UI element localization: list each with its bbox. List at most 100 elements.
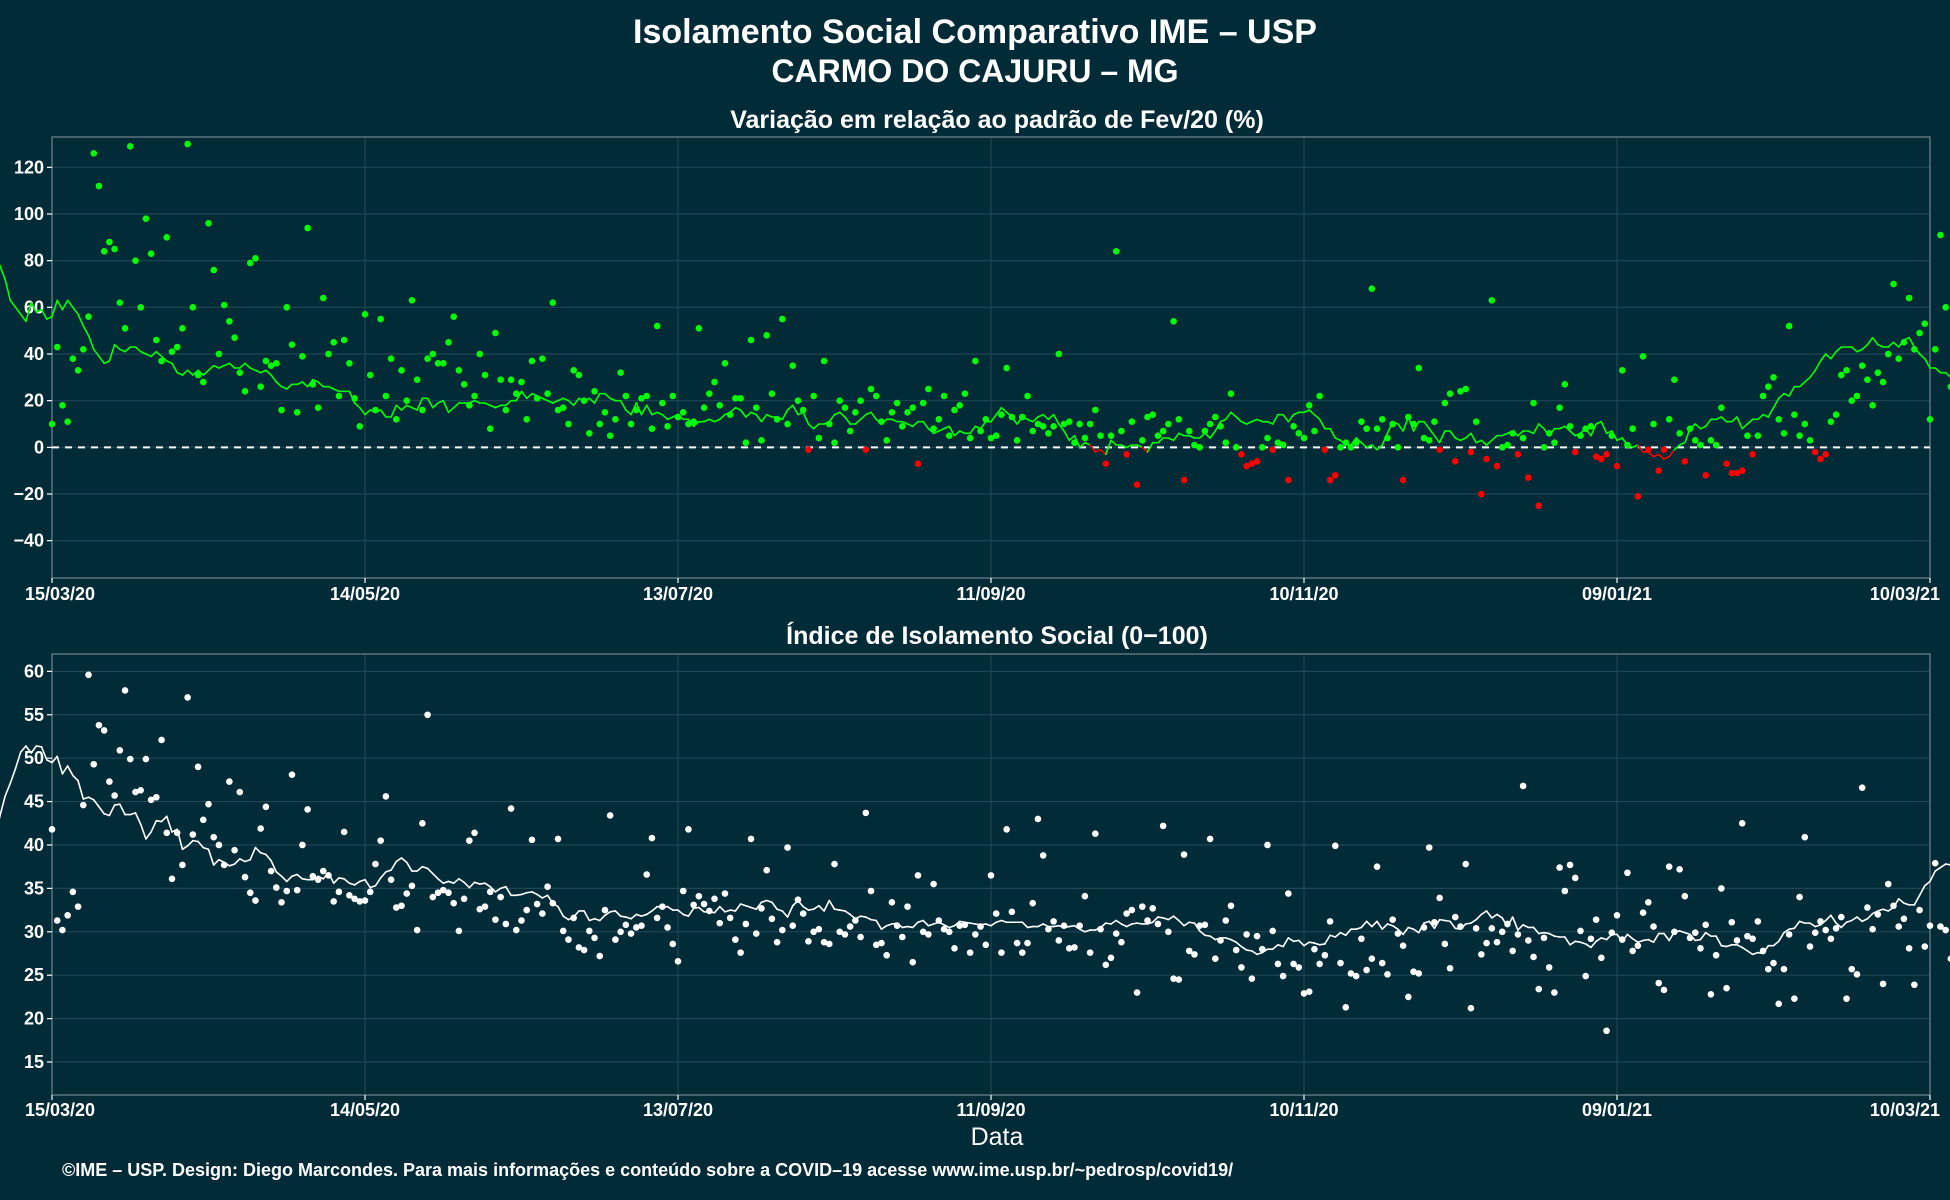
index-moving-average-segment: [760, 899, 768, 904]
variation-moving-average-segment: [285, 383, 293, 390]
variation-moving-average-segment: [1313, 413, 1321, 421]
index-data-point: [424, 711, 431, 719]
index-moving-average-segment: [1464, 922, 1472, 925]
variation-data-point: [1358, 418, 1365, 425]
variation-moving-average-segment: [165, 360, 173, 365]
index-data-point: [59, 926, 66, 934]
index-moving-average-segment: [1245, 949, 1253, 952]
variation-data-point: [278, 406, 285, 414]
variation-moving-average-segment: [864, 411, 872, 416]
index-data-point: [1671, 928, 1678, 936]
variation-data-point: [706, 390, 713, 397]
variation-data-point: [466, 402, 473, 409]
variation-moving-average-segment: [119, 348, 126, 353]
variation-data-point: [413, 376, 421, 383]
index-data-point: [1618, 936, 1626, 943]
variation-moving-average-segment: [452, 402, 460, 409]
variation-data-point: [1598, 455, 1605, 463]
index-moving-average-segment: [416, 865, 424, 872]
index-data-point: [309, 872, 317, 880]
variation-moving-average-segment: [1084, 441, 1091, 446]
index-moving-average-segment: [1115, 919, 1123, 925]
index-moving-average-segment: [14, 751, 22, 770]
variation-moving-average-segment: [1047, 413, 1055, 421]
variation-moving-average-segment: [92, 348, 100, 358]
index-data-point: [1269, 927, 1276, 935]
variation-data-point: [1796, 432, 1803, 439]
variation-data-point: [518, 378, 525, 386]
index-data-point: [716, 919, 724, 927]
variation-data-point: [1764, 383, 1772, 390]
index-data-point: [794, 896, 802, 903]
index-data-point: [945, 928, 953, 936]
index-data-point: [940, 925, 948, 933]
variation-data-point: [471, 392, 478, 400]
index-data-point: [1045, 925, 1052, 933]
variation-data-point: [1024, 392, 1031, 400]
variation-data-point: [1937, 231, 1944, 239]
index-moving-average-segment: [270, 859, 278, 873]
index-moving-average-segment: [1522, 924, 1530, 929]
index-data-point: [987, 872, 995, 879]
index-data-point: [1378, 959, 1386, 967]
index-data-point: [1895, 923, 1902, 930]
variation-data-point: [1811, 448, 1819, 456]
index-data-point: [1571, 874, 1579, 882]
variation-data-point: [1613, 462, 1621, 470]
index-data-point: [106, 778, 113, 785]
variation-data-point: [1498, 444, 1506, 451]
index-moving-average-segment: [1287, 937, 1295, 943]
index-moving-average-segment: [1579, 941, 1587, 945]
variation-data-point: [1185, 427, 1193, 435]
variation-data-point: [1373, 425, 1381, 432]
variation-moving-average-segment: [1308, 409, 1316, 416]
index-data-point: [1128, 906, 1136, 914]
index-moving-average-segment: [1026, 925, 1034, 929]
variation-data-point: [695, 325, 703, 332]
variation-moving-average-segment: [223, 362, 231, 367]
index-data-point: [210, 833, 218, 841]
index-data-point: [1806, 943, 1814, 950]
variation-moving-average-segment: [1475, 439, 1483, 444]
index-data-point: [1791, 995, 1798, 1002]
index-data-point: [1566, 861, 1574, 869]
index-moving-average-segment: [249, 846, 257, 861]
variation-moving-average-segment: [1850, 346, 1858, 353]
variation-data-point: [1217, 423, 1224, 430]
variation-data-point: [1603, 451, 1610, 458]
variation-data-point: [1686, 425, 1694, 432]
index-data-point: [815, 925, 823, 933]
variation-moving-average-segment: [1694, 423, 1702, 430]
variation-data-point: [1571, 448, 1579, 456]
variation-data-point: [179, 325, 186, 332]
index-data-point: [690, 901, 697, 909]
index-moving-average-segment: [562, 915, 570, 921]
index-data-point: [1451, 913, 1459, 921]
index-moving-average-segment: [1856, 916, 1863, 923]
index-moving-average-segment: [1172, 915, 1180, 922]
index-moving-average-segment: [1913, 894, 1921, 906]
index-moving-average-segment: [1120, 923, 1128, 928]
variation-moving-average-segment: [25, 301, 32, 323]
index-data-point: [205, 800, 212, 808]
variation-data-point: [377, 315, 384, 323]
variation-moving-average-segment: [296, 381, 304, 386]
index-moving-average-segment: [280, 875, 288, 883]
index-data-point: [1551, 989, 1558, 996]
variation-data-point: [173, 343, 181, 351]
index-moving-average-segment: [1704, 931, 1712, 937]
variation-moving-average-segment: [593, 392, 601, 404]
index-moving-average-segment: [713, 905, 721, 914]
index-moving-average-segment: [432, 872, 439, 880]
variation-data-point: [836, 397, 844, 404]
index-moving-average-segment: [19, 745, 27, 753]
index-moving-average-segment: [239, 858, 246, 863]
variation-data-point: [1384, 434, 1391, 442]
index-moving-average-segment: [139, 823, 147, 840]
variation-data-point: [351, 395, 358, 402]
variation-data-point: [1556, 404, 1563, 411]
index-moving-average-segment: [1850, 916, 1858, 922]
variation-data-point: [184, 140, 191, 148]
variation-moving-average-segment: [734, 406, 742, 411]
